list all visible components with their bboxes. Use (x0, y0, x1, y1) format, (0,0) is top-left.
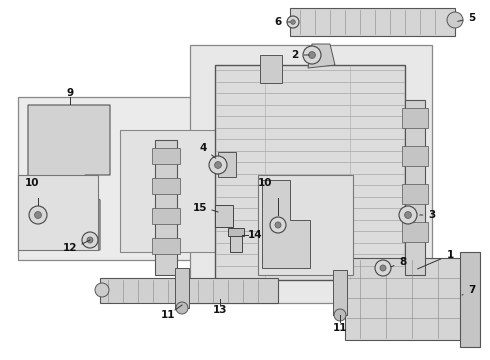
Bar (152, 178, 180, 194)
Bar (175, 268, 189, 308)
Text: 15: 15 (193, 203, 207, 213)
Polygon shape (28, 105, 110, 250)
Circle shape (215, 162, 221, 168)
Circle shape (375, 260, 391, 276)
Text: 5: 5 (458, 13, 476, 23)
Circle shape (82, 232, 98, 248)
Text: 6: 6 (274, 17, 290, 27)
Bar (333, 270, 347, 315)
Bar (460, 252, 480, 347)
Bar (402, 146, 428, 166)
Bar (215, 205, 233, 227)
Circle shape (303, 46, 321, 64)
Circle shape (95, 283, 109, 297)
Text: 9: 9 (67, 88, 74, 98)
Bar (190, 45, 432, 303)
Circle shape (29, 206, 47, 224)
Circle shape (87, 237, 93, 243)
Circle shape (176, 302, 188, 314)
Bar (228, 228, 244, 236)
Bar (18, 175, 98, 250)
Bar (18, 97, 218, 260)
Text: 13: 13 (213, 305, 227, 315)
Text: 10: 10 (258, 178, 272, 188)
Circle shape (399, 206, 417, 224)
Bar (120, 130, 258, 252)
Bar (345, 258, 463, 340)
Bar (152, 238, 180, 254)
Circle shape (334, 309, 346, 321)
Bar (405, 100, 425, 275)
Bar (230, 230, 242, 252)
Bar (100, 278, 278, 303)
Text: 11: 11 (161, 310, 175, 320)
Circle shape (209, 156, 227, 174)
Polygon shape (262, 180, 310, 268)
Text: 12: 12 (63, 243, 77, 253)
Bar (260, 55, 282, 83)
Text: 11: 11 (333, 323, 347, 333)
Circle shape (287, 16, 299, 28)
Text: 1: 1 (417, 250, 454, 269)
Bar (215, 65, 405, 280)
Text: 14: 14 (247, 230, 262, 240)
Circle shape (405, 212, 412, 219)
Circle shape (380, 265, 386, 271)
Circle shape (270, 217, 286, 233)
Bar (258, 175, 353, 275)
Text: 2: 2 (292, 50, 309, 60)
Bar (152, 148, 180, 164)
Circle shape (291, 20, 295, 24)
Text: 8: 8 (391, 257, 407, 267)
Polygon shape (308, 44, 335, 68)
Bar (290, 8, 455, 36)
Bar (402, 184, 428, 204)
Text: 10: 10 (25, 178, 39, 188)
Circle shape (447, 12, 463, 28)
Text: 3: 3 (420, 210, 436, 220)
Circle shape (275, 222, 281, 228)
Bar (218, 152, 236, 177)
Bar (402, 222, 428, 242)
Bar (155, 140, 177, 275)
Text: 7: 7 (462, 285, 476, 295)
Text: 4: 4 (199, 143, 216, 158)
Bar (152, 208, 180, 224)
Circle shape (309, 51, 316, 58)
Circle shape (35, 212, 42, 219)
Bar (402, 108, 428, 128)
